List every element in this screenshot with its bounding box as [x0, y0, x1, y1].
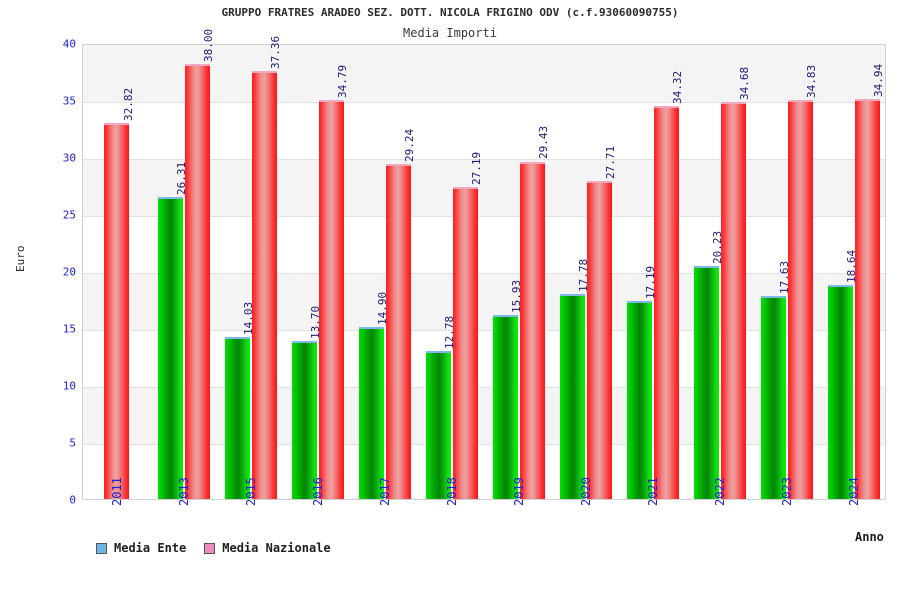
bar-media-ente[interactable] — [291, 340, 317, 499]
gridline — [83, 159, 885, 160]
bar-media-nazionale[interactable] — [251, 71, 277, 499]
legend-label: Media Nazionale — [222, 541, 331, 555]
bar-media-nazionale[interactable] — [385, 163, 411, 499]
gridline — [83, 387, 885, 388]
bar-media-nazionale[interactable] — [787, 99, 813, 499]
plot-band — [83, 273, 885, 330]
legend-label: Media Ente — [114, 541, 187, 555]
plot-band — [83, 387, 885, 444]
x-axis-tick-label: 2019 — [511, 477, 526, 506]
gridline — [83, 444, 885, 445]
x-axis-tick-label: 2023 — [779, 477, 794, 506]
bar-media-ente[interactable] — [492, 315, 518, 499]
legend-item[interactable]: Media Nazionale — [204, 541, 331, 555]
bar-media-ente[interactable] — [760, 296, 786, 499]
bar-media-ente[interactable] — [425, 351, 451, 499]
bar-media-nazionale[interactable] — [318, 100, 344, 499]
chart-title: GRUPPO FRATRES ARADEO SEZ. DOTT. NICOLA … — [221, 6, 679, 19]
plot-area: 32.82 26.31 38.00 14.03 37.36 13.70 34.79 14.90… — [82, 29, 886, 500]
plot-band — [83, 159, 885, 216]
y-axis-tick-label: 20 — [62, 265, 76, 279]
bar-media-ente[interactable] — [693, 266, 719, 499]
gridline — [83, 273, 885, 274]
bar-media-ente[interactable] — [224, 337, 250, 499]
bar-media-nazionale[interactable] — [519, 161, 545, 499]
x-axis-tick-label: 2011 — [109, 477, 124, 506]
y-axis-tick-label: 30 — [62, 151, 76, 165]
gridline — [83, 330, 885, 331]
x-axis-tick-label: 2015 — [243, 477, 258, 506]
x-axis-tick-label: 2013 — [176, 477, 191, 506]
chart-subtitle: Media Importi — [403, 26, 497, 40]
legend-swatch-icon — [204, 542, 216, 554]
bar-media-ente[interactable] — [626, 301, 652, 499]
x-axis-tick-label: 2016 — [310, 477, 325, 506]
y-axis-tick-label: 15 — [62, 322, 76, 336]
legend-swatch-icon — [96, 542, 107, 554]
bar-media-nazionale[interactable] — [104, 122, 129, 499]
y-axis-tick-label: 0 — [69, 493, 76, 507]
bar-value-label: 29.24 — [403, 128, 416, 162]
bar-media-ente[interactable] — [358, 327, 384, 499]
bar-media-nazionale[interactable] — [452, 187, 478, 499]
bar-media-nazionale[interactable] — [184, 63, 210, 499]
bar-media-ente[interactable] — [559, 294, 585, 499]
bar-value-label: 29.43 — [537, 126, 550, 160]
gridline — [83, 102, 885, 103]
bar-media-nazionale[interactable] — [854, 98, 880, 499]
gridline — [83, 216, 885, 217]
plot-band — [83, 45, 885, 102]
y-axis-tick-label: 5 — [69, 436, 76, 450]
x-axis-tick-label: 2021 — [645, 477, 660, 506]
bar-media-nazionale[interactable] — [586, 181, 612, 499]
x-axis-tick-label: 2020 — [578, 477, 593, 506]
chart-legend: Media Ente Media Nazionale — [96, 541, 331, 555]
x-axis-tick-label: 2024 — [846, 477, 861, 506]
y-axis-tick-label: 10 — [62, 379, 76, 393]
y-axis-title: Euro — [14, 245, 27, 273]
x-axis-tick-label: 2022 — [712, 477, 727, 506]
x-axis-tick-label: 2018 — [444, 477, 459, 506]
bar-media-nazionale[interactable] — [653, 105, 679, 499]
x-axis-tick-label: 2017 — [377, 477, 392, 506]
bar-media-ente[interactable] — [157, 197, 183, 499]
y-axis-tick-label: 40 — [62, 37, 76, 51]
x-axis-title: Anno — [855, 530, 884, 544]
bar-media-nazionale[interactable] — [720, 101, 746, 499]
bar-media-ente[interactable] — [827, 284, 853, 499]
y-axis-tick-label: 25 — [62, 208, 76, 222]
legend-item[interactable]: Media Ente — [96, 541, 186, 555]
y-axis-tick-label: 35 — [62, 94, 76, 108]
